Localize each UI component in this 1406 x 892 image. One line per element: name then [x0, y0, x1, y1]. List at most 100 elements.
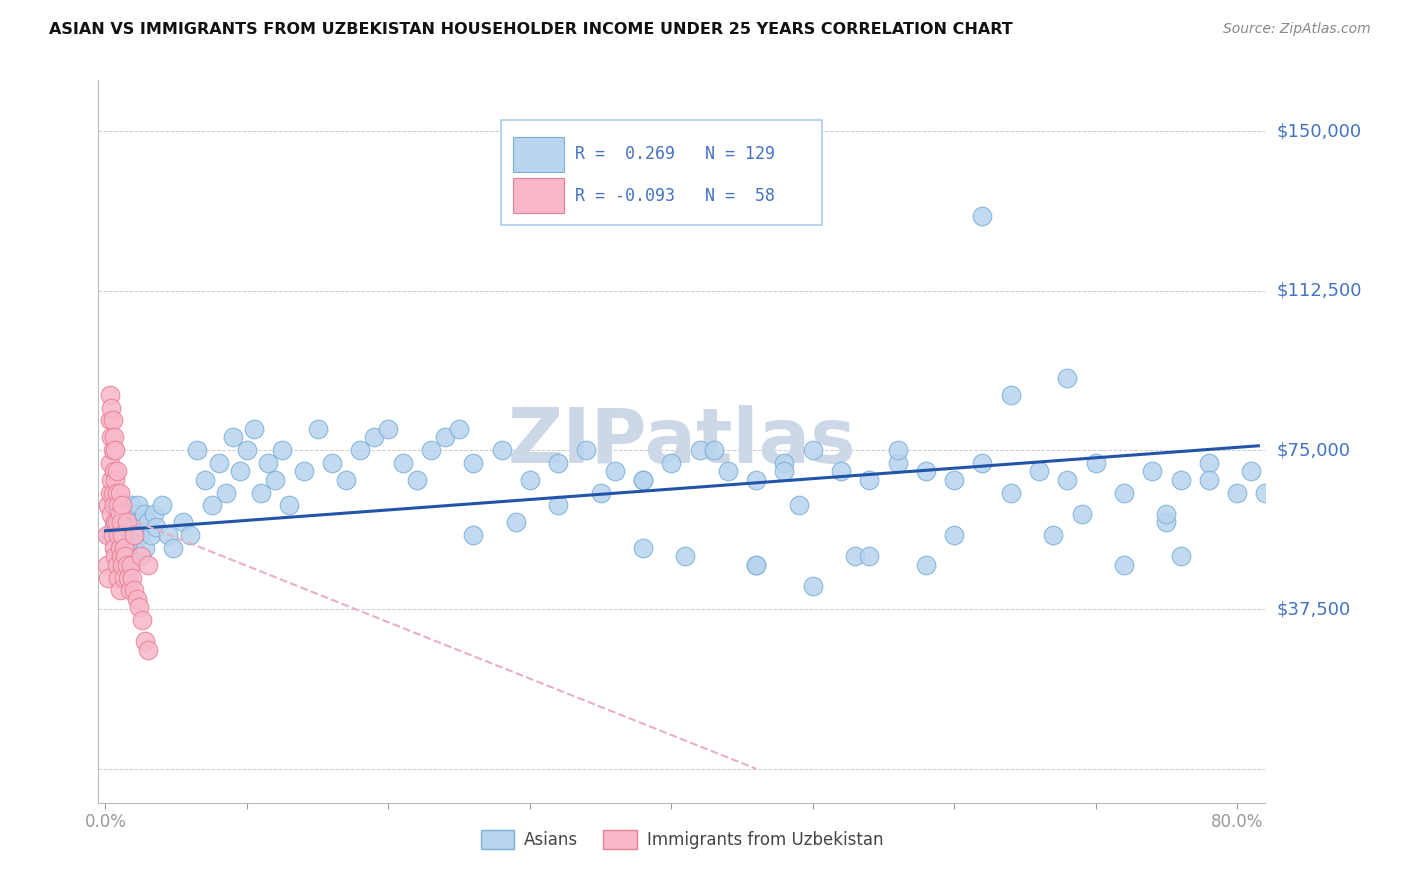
Point — [98, 388, 121, 402]
Point — [1156, 516, 1178, 530]
Point — [363, 430, 385, 444]
Point — [128, 549, 150, 564]
Point — [111, 558, 134, 572]
Point — [104, 516, 127, 530]
Point — [114, 549, 136, 564]
Point — [844, 549, 866, 564]
Point — [104, 473, 127, 487]
Point — [1070, 507, 1092, 521]
Point — [703, 443, 725, 458]
Point — [659, 456, 682, 470]
Point — [96, 528, 118, 542]
Point — [1142, 464, 1164, 478]
Point — [433, 430, 456, 444]
Point — [1056, 371, 1078, 385]
Point — [101, 528, 124, 542]
Text: $150,000: $150,000 — [1277, 122, 1361, 140]
Point — [112, 528, 135, 542]
Point — [745, 473, 768, 487]
Point — [105, 528, 128, 542]
Point — [122, 583, 145, 598]
Point — [117, 507, 139, 521]
Point — [278, 498, 301, 512]
Point — [1042, 528, 1064, 542]
FancyBboxPatch shape — [513, 136, 564, 172]
Point — [96, 558, 118, 572]
Point — [491, 443, 513, 458]
Point — [108, 494, 131, 508]
Point — [112, 570, 135, 584]
Point — [264, 473, 287, 487]
Point — [131, 519, 153, 533]
Point — [631, 473, 654, 487]
Point — [118, 583, 141, 598]
Point — [575, 443, 598, 458]
Point — [745, 558, 768, 572]
Point — [115, 558, 138, 572]
Point — [1170, 549, 1192, 564]
Point — [243, 422, 266, 436]
Text: R =  0.269   N = 129: R = 0.269 N = 129 — [575, 145, 775, 163]
Point — [1112, 558, 1135, 572]
Point — [103, 430, 125, 444]
Point — [1156, 507, 1178, 521]
Point — [108, 485, 131, 500]
Point — [115, 516, 138, 530]
Point — [689, 443, 711, 458]
Point — [1028, 464, 1050, 478]
Point — [97, 570, 120, 584]
Point — [136, 642, 159, 657]
Point — [121, 519, 143, 533]
Point — [292, 464, 315, 478]
Point — [419, 443, 441, 458]
Point — [98, 528, 121, 542]
Text: Source: ZipAtlas.com: Source: ZipAtlas.com — [1223, 22, 1371, 37]
Point — [129, 528, 152, 542]
Point — [463, 456, 485, 470]
Point — [125, 591, 148, 606]
Point — [101, 498, 124, 512]
Point — [1170, 473, 1192, 487]
Point — [98, 456, 121, 470]
Point — [886, 443, 908, 458]
Point — [100, 507, 122, 521]
Point — [108, 507, 131, 521]
Point — [162, 541, 184, 555]
Point — [943, 473, 966, 487]
Point — [124, 528, 146, 542]
Text: $75,000: $75,000 — [1277, 441, 1351, 459]
Point — [128, 600, 150, 615]
Point — [127, 498, 149, 512]
Point — [110, 528, 132, 542]
Point — [193, 473, 215, 487]
Point — [136, 558, 159, 572]
Point — [321, 456, 343, 470]
Point — [449, 422, 471, 436]
Point — [139, 528, 162, 542]
Point — [103, 498, 125, 512]
Point — [114, 549, 136, 564]
Point — [858, 549, 880, 564]
Point — [105, 558, 128, 572]
Point — [972, 209, 994, 223]
Point — [1226, 485, 1249, 500]
Point — [150, 498, 173, 512]
Point — [125, 516, 148, 530]
Point — [111, 528, 134, 542]
Point — [1056, 473, 1078, 487]
Point — [122, 507, 145, 521]
Point — [675, 549, 697, 564]
Point — [200, 498, 222, 512]
Point — [858, 473, 880, 487]
Point — [111, 507, 134, 521]
Point — [110, 558, 132, 572]
Point — [118, 528, 141, 542]
Point — [222, 430, 245, 444]
Point — [915, 558, 938, 572]
Text: $37,500: $37,500 — [1277, 600, 1351, 618]
Point — [103, 516, 125, 530]
Point — [101, 485, 124, 500]
Point — [107, 528, 129, 542]
Point — [105, 516, 128, 530]
Point — [120, 498, 142, 512]
